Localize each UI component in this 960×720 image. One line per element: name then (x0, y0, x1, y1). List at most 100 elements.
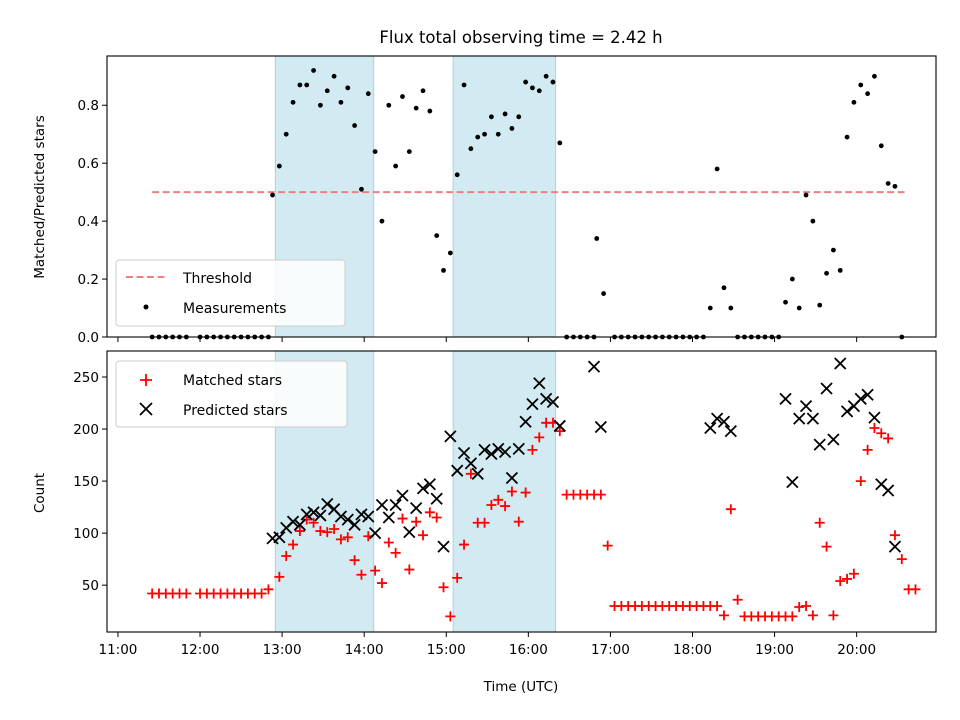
matched-star-point (479, 517, 490, 528)
predicted-star-point (717, 415, 731, 428)
predicted-star-point (286, 515, 300, 528)
predicted-star-point (868, 411, 881, 424)
matched-star-point (263, 584, 274, 595)
matched-star-point (500, 501, 511, 512)
matched-star-point (281, 551, 292, 562)
legend-threshold-label: Threshold (182, 271, 252, 287)
measurement-point (406, 149, 412, 154)
top-chart-ylabel: Matched/Predicted stars (32, 115, 48, 278)
matched-star-point (256, 588, 267, 599)
measurement-point (728, 305, 734, 311)
measurement-point (550, 79, 556, 85)
measurement-point (441, 267, 446, 273)
matched-star-point (356, 569, 367, 580)
matched-star-point (554, 426, 565, 437)
matched-star-point (828, 610, 839, 621)
matched-star-point (520, 487, 531, 498)
measurement-point (468, 146, 474, 152)
predicted-star-point (587, 360, 601, 373)
bottom-xtick-label: 20:00 (837, 642, 876, 658)
top-ytick-label: 0.0 (78, 330, 99, 346)
predicted-star-point (396, 489, 409, 502)
measurement-point (803, 192, 809, 198)
measurement-point (530, 85, 535, 91)
matched-star-point (431, 512, 442, 523)
matched-star-point (725, 504, 736, 515)
measurement-point (844, 134, 850, 140)
predicted-star-point (834, 357, 847, 370)
measurement-point (297, 82, 303, 88)
top-shaded-span-1 (452, 55, 557, 338)
matched-star-point (910, 584, 921, 595)
measurement-point (885, 181, 891, 186)
bottom-xtick-label: 14:00 (345, 642, 384, 658)
predicted-star-point (485, 447, 498, 461)
matched-star-point (883, 433, 894, 444)
legend-measurements-swatch (143, 304, 149, 310)
predicted-star-point (478, 443, 491, 457)
bottom-xtick-label: 18:00 (673, 642, 712, 658)
measurement-point (543, 73, 549, 79)
matched-star-point (718, 610, 729, 621)
predicted-star-point (471, 467, 484, 480)
measurement-point (276, 163, 282, 169)
predicted-star-point (526, 397, 539, 411)
predicted-star-point (533, 377, 546, 390)
predicted-star-point (457, 446, 471, 460)
top-chart-title: Flux total observing time = 2.42 h (379, 28, 662, 47)
predicted-star-point (355, 508, 368, 521)
matched-star-point (513, 516, 524, 527)
predicted-star-point (410, 502, 423, 515)
predicted-star-point (273, 531, 286, 544)
matched-star-point (424, 507, 435, 518)
measurement-point (783, 299, 788, 305)
predicted-star-point (451, 464, 464, 477)
measurement-point (461, 82, 467, 88)
bottom-xtick-label: 11:00 (98, 642, 137, 658)
measurement-point (536, 88, 542, 94)
matched-star-point (896, 554, 907, 565)
predicted-star-point (498, 445, 512, 459)
predicted-star-point (341, 513, 354, 526)
bottom-ytick-label: 250 (73, 370, 99, 386)
legend-matched-label: Matched stars (183, 373, 282, 389)
bottom-shaded-span-1 (452, 350, 557, 633)
predicted-star-point (786, 475, 799, 489)
measurement-point (892, 183, 898, 189)
matched-star-point (411, 516, 422, 527)
predicted-star-point (854, 392, 867, 406)
predicted-star-point (437, 540, 450, 553)
top-ytick-label: 0.8 (78, 98, 99, 114)
matched-star-point (294, 526, 305, 537)
predicted-star-point (840, 405, 854, 418)
bottom-ytick-label: 200 (73, 422, 99, 438)
measurement-point (817, 302, 823, 308)
predicted-star-point (861, 388, 874, 401)
matched-star-point (869, 423, 880, 434)
top-ytick-label: 0.6 (78, 156, 99, 172)
predicted-star-point (300, 508, 313, 521)
predicted-star-point (827, 433, 840, 446)
bottom-xtick-label: 17:00 (591, 642, 630, 658)
matched-star-point (342, 532, 353, 543)
measurement-point (475, 134, 481, 140)
bottom-xtick-label: 15:00 (427, 642, 466, 658)
predicted-star-point (314, 509, 327, 522)
matched-star-point (794, 602, 805, 613)
legend-matched-swatch (140, 374, 152, 386)
legend-predicted-swatch (139, 402, 153, 416)
predicted-star-point (724, 425, 737, 438)
measurement-point (789, 276, 795, 282)
measurement-point (447, 250, 453, 256)
measurement-point (489, 114, 494, 120)
matched-star-point (445, 611, 456, 622)
matched-star-point (807, 610, 818, 621)
measurement-point (516, 114, 522, 120)
measurement-point (523, 79, 529, 85)
measurement-point (359, 186, 364, 192)
predicted-star-point (293, 518, 307, 531)
bottom-xtick-label: 16:00 (509, 642, 548, 658)
predicted-star-point (779, 392, 792, 406)
matched-star-point (527, 444, 538, 455)
matched-star-point (181, 588, 192, 599)
